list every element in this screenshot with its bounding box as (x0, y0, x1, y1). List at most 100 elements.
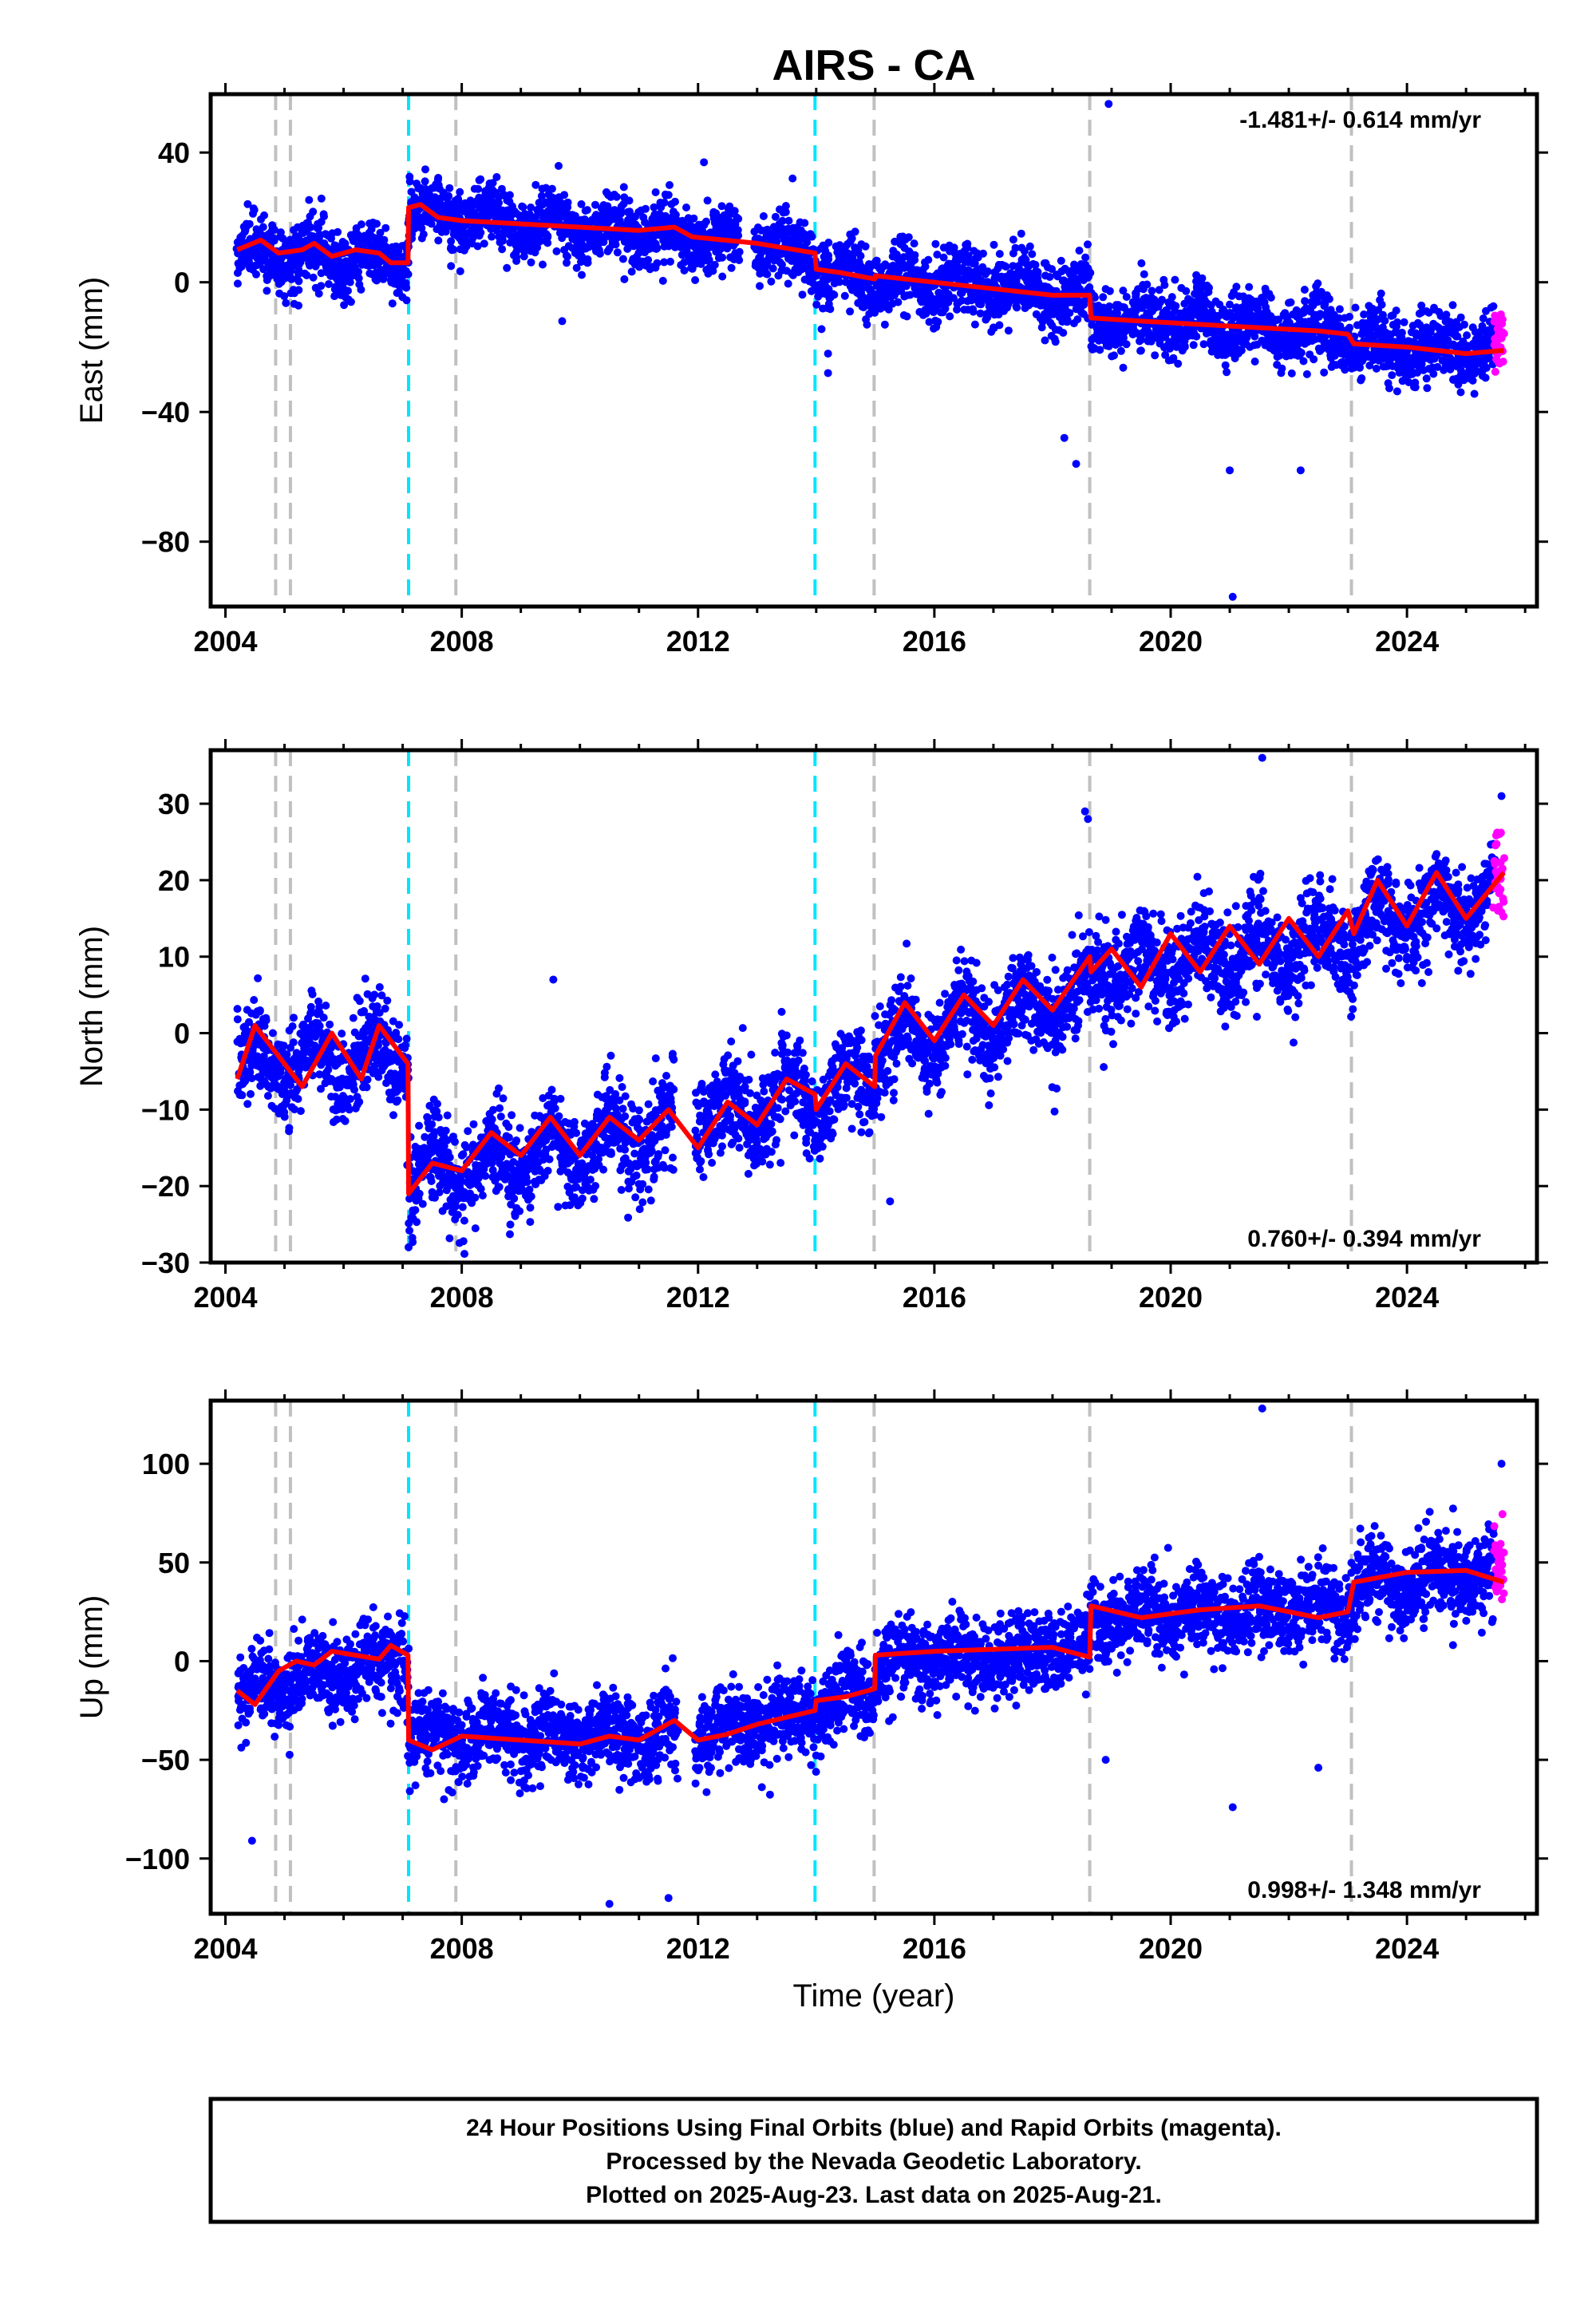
final-orbit-point (543, 233, 552, 242)
final-orbit-point (402, 1034, 411, 1043)
final-orbit-point (836, 278, 843, 287)
final-orbit-point (1287, 369, 1296, 377)
final-orbit-point (1325, 294, 1333, 303)
final-orbit-point (473, 242, 482, 251)
final-orbit-point (357, 220, 365, 229)
final-orbit-point (824, 251, 833, 260)
final-orbit-point (1423, 384, 1432, 393)
y-tick-label: 40 (158, 136, 190, 169)
final-orbit-point (254, 974, 263, 982)
final-orbit-point (290, 1014, 298, 1022)
final-orbit-point (941, 304, 950, 313)
final-orbit-point (1310, 355, 1318, 364)
outlier-point (824, 350, 832, 358)
final-orbit-point (970, 320, 979, 329)
final-orbit-point (346, 1095, 354, 1103)
final-orbit-point (1031, 260, 1040, 269)
final-orbit-point (658, 276, 667, 285)
final-orbit-point (1393, 387, 1401, 396)
final-orbit-point (1302, 370, 1311, 378)
final-orbit-point (320, 212, 328, 221)
final-orbit-point (355, 997, 364, 1006)
final-orbit-point (1174, 359, 1183, 368)
final-orbit-point (1250, 332, 1259, 341)
final-orbit-point (270, 225, 279, 234)
final-orbit-point (1017, 229, 1025, 238)
final-orbit-point (718, 272, 727, 281)
final-orbit-point (255, 1007, 264, 1016)
final-orbit-point (1028, 250, 1037, 259)
final-orbit-point (308, 990, 317, 998)
final-orbit-point (437, 200, 445, 209)
daily-positions (233, 753, 1508, 1259)
final-orbit-point (613, 248, 622, 257)
final-orbit-point (1422, 374, 1431, 383)
final-orbit-point (1198, 274, 1207, 283)
final-orbit-point (781, 202, 790, 210)
final-orbit-point (583, 206, 591, 215)
final-orbit-point (921, 263, 930, 271)
final-orbit-point (309, 207, 318, 216)
final-orbit-point (1442, 310, 1451, 319)
final-orbit-point (1033, 267, 1042, 276)
final-orbit-point (252, 270, 260, 279)
final-orbit-point (480, 239, 488, 248)
final-orbit-point (1151, 351, 1159, 360)
final-orbit-point (856, 251, 865, 260)
final-orbit-point (771, 212, 780, 221)
final-orbit-point (666, 180, 674, 189)
final-orbit-point (405, 1227, 414, 1235)
final-orbit-point (894, 298, 903, 306)
final-orbit-point (903, 312, 911, 321)
final-orbit-point (703, 196, 712, 205)
final-orbit-point (1266, 293, 1275, 302)
final-orbit-point (1297, 349, 1306, 357)
final-orbit-point (1189, 341, 1198, 350)
final-orbit-point (444, 192, 453, 200)
final-orbit-point (427, 1177, 436, 1185)
final-orbit-point (591, 200, 599, 209)
final-orbit-point (268, 1029, 277, 1037)
final-orbit-point (735, 256, 744, 264)
final-orbit-point (617, 209, 625, 218)
final-orbit-point (294, 286, 303, 294)
final-orbit-point (427, 219, 436, 228)
final-orbit-point (1299, 357, 1308, 366)
final-orbit-point (357, 285, 365, 294)
final-orbit-point (925, 318, 934, 326)
final-orbit-point (418, 1199, 427, 1208)
final-orbit-point (1119, 287, 1128, 295)
final-orbit-point (733, 226, 742, 235)
final-orbit-point (1245, 283, 1254, 291)
model-fit-line (236, 202, 1504, 357)
final-orbit-point (759, 211, 768, 220)
y-tick-label: 0 (174, 267, 190, 299)
final-orbit-point (434, 236, 443, 245)
final-orbit-point (276, 1068, 285, 1077)
final-orbit-point (250, 206, 259, 214)
final-orbit-point (350, 1085, 358, 1094)
final-orbit-point (933, 251, 942, 259)
final-orbit-point (547, 184, 556, 193)
outlier-point (1072, 460, 1080, 468)
final-orbit-point (1470, 389, 1479, 398)
final-orbit-point (1148, 287, 1156, 295)
final-orbit-point (1004, 326, 1013, 335)
final-orbit-point (393, 1096, 402, 1105)
final-orbit-point (1411, 383, 1420, 392)
final-orbit-point (871, 308, 879, 317)
final-orbit-point (1119, 363, 1128, 372)
final-orbit-point (953, 305, 962, 314)
final-orbit-point (1397, 328, 1406, 337)
final-orbit-point (995, 321, 1004, 330)
final-orbit-point (1460, 320, 1468, 329)
rapid-orbit-point (1499, 358, 1507, 366)
final-orbit-point (563, 259, 571, 267)
final-orbit-point (817, 325, 826, 334)
final-orbit-point (1372, 364, 1381, 373)
final-orbit-point (1105, 287, 1114, 295)
final-orbit-point (276, 228, 285, 237)
final-orbit-point (1080, 300, 1088, 309)
final-orbit-point (1250, 358, 1259, 366)
final-orbit-point (401, 279, 410, 287)
